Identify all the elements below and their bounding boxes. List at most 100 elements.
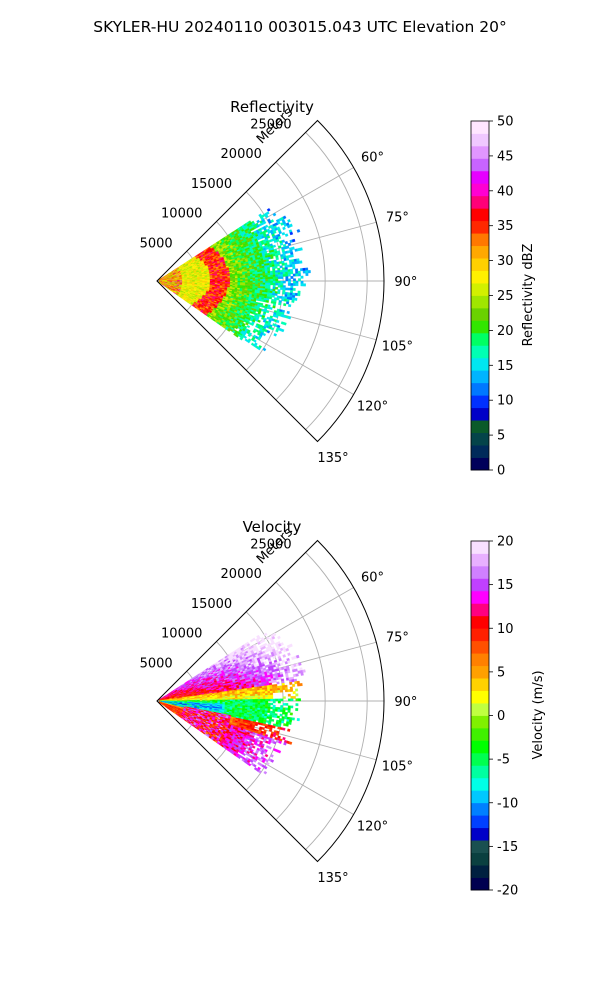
colorbar-swatch <box>471 233 489 247</box>
reflectivity-bin <box>267 270 271 274</box>
reflectivity-bin <box>287 280 291 284</box>
reflectivity-bin <box>247 279 251 282</box>
reflectivity-bin <box>229 279 233 282</box>
colorbar-swatch <box>471 183 489 197</box>
velocity-bin <box>284 689 288 693</box>
reflectivity-bin <box>214 279 218 282</box>
velocity-bin <box>260 695 264 698</box>
azimuth-tick-label: 60° <box>361 151 384 166</box>
reflectivity-bin <box>272 272 276 276</box>
reflectivity-bin <box>270 278 274 282</box>
reflectivity-bin <box>277 270 281 273</box>
velocity-bin <box>289 681 293 685</box>
colorbar-swatch <box>471 283 489 296</box>
reflectivity-bin <box>284 267 288 270</box>
reflectivity-bin <box>270 300 274 304</box>
reflectivity-bin <box>257 282 261 285</box>
reflectivity-bin <box>217 278 221 281</box>
reflectivity-bin <box>269 290 273 294</box>
reflectivity-bin <box>280 276 284 279</box>
colorbar-swatch <box>471 332 489 346</box>
range-tick-label: 5000 <box>140 236 173 251</box>
reflectivity-bin <box>272 268 276 272</box>
colorbar-swatch <box>471 295 489 309</box>
velocity-bin <box>269 688 273 692</box>
velocity-bin <box>302 669 306 673</box>
reflectivity-bin <box>242 274 246 277</box>
velocity-bin <box>244 692 248 695</box>
reflectivity-bin <box>266 207 271 212</box>
reflectivity-bin <box>219 279 223 282</box>
velocity-bin <box>269 690 273 694</box>
reflectivity-bin <box>297 290 301 294</box>
reflectivity-bin <box>272 212 277 217</box>
reflectivity-bin <box>229 282 233 284</box>
colorbar-tick-label: 25 <box>497 289 514 304</box>
reflectivity-bin <box>285 273 289 277</box>
reflectivity-bin <box>270 272 274 276</box>
reflectivity-bin <box>270 256 274 260</box>
velocity-bin <box>295 673 299 677</box>
reflectivity-bin <box>265 276 269 280</box>
reflectivity-bin <box>232 279 236 282</box>
reflectivity-bin <box>222 279 226 282</box>
reflectivity-bin <box>307 270 311 274</box>
velocity-bin <box>257 693 261 696</box>
velocity-bin <box>287 670 291 674</box>
reflectivity-bin <box>300 268 304 272</box>
reflectivity-bin <box>277 272 281 275</box>
reflectivity-bin <box>255 298 259 301</box>
colorbar-swatch <box>471 208 489 222</box>
reflectivity-bin <box>260 273 263 276</box>
reflectivity-bin <box>296 260 300 264</box>
velocity-bin <box>277 685 281 689</box>
reflectivity-bin <box>289 231 294 236</box>
reflectivity-bin <box>257 279 261 282</box>
reflectivity-bin <box>250 275 253 278</box>
velocity-bin <box>287 689 291 693</box>
reflectivity-bin <box>262 220 267 225</box>
reflectivity-bin <box>260 279 264 282</box>
velocity-bin <box>278 676 282 680</box>
velocity-bin <box>269 686 273 690</box>
reflectivity-bin <box>217 280 221 283</box>
colorbar-swatch <box>471 170 489 184</box>
velocity-bin <box>242 696 246 699</box>
reflectivity-bin <box>271 294 275 298</box>
reflectivity-bin <box>268 296 273 300</box>
velocity-bin <box>270 694 274 698</box>
reflectivity-bin <box>278 261 283 264</box>
reflectivity-bin <box>260 284 264 287</box>
reflectivity-bin <box>296 229 301 233</box>
reflectivity-bin <box>267 274 271 278</box>
reflectivity-bin <box>245 280 248 283</box>
reflectivity-bin <box>244 272 248 275</box>
velocity-bin <box>219 698 223 701</box>
reflectivity-bin <box>245 277 248 280</box>
reflectivity-bin <box>252 280 256 283</box>
reflectivity-bin <box>272 276 276 280</box>
reflectivity-bin <box>276 319 280 324</box>
reflectivity-bin <box>279 242 284 246</box>
reflectivity-bin <box>287 316 292 320</box>
reflectivity-bin <box>255 279 259 282</box>
reflectivity-bin <box>273 333 277 337</box>
colorbar-tick-label: 10 <box>497 394 514 409</box>
velocity-bin <box>273 679 277 683</box>
reflectivity-bin <box>266 235 271 239</box>
reflectivity-bin <box>282 267 286 271</box>
reflectivity-bin <box>290 276 294 279</box>
reflectivity-bin <box>269 288 273 292</box>
reflectivity-bin <box>229 278 233 280</box>
velocity-bin <box>272 690 276 694</box>
colorbar-tick-label: 30 <box>497 254 514 269</box>
reflectivity-bin <box>282 291 286 295</box>
reflectivity-bin <box>219 278 223 281</box>
reflectivity-bin <box>270 276 274 280</box>
colorbar-swatch <box>471 457 489 471</box>
colorbar-tick-label: 45 <box>497 149 514 164</box>
velocity-bin <box>296 680 300 684</box>
reflectivity-bin <box>235 279 238 282</box>
reflectivity-bin <box>291 238 296 243</box>
reflectivity-bin <box>275 274 279 278</box>
